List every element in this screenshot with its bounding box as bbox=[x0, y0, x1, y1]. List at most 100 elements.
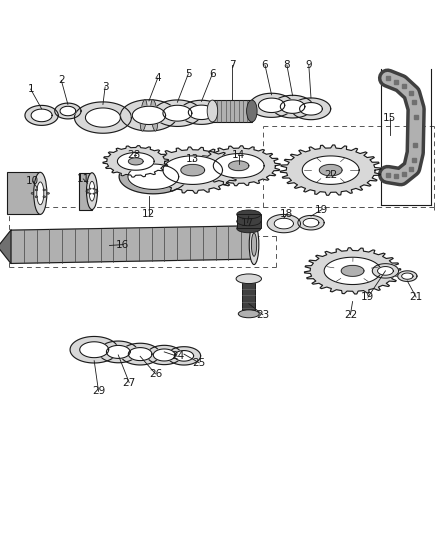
Polygon shape bbox=[145, 147, 241, 193]
Polygon shape bbox=[229, 161, 249, 171]
Polygon shape bbox=[372, 264, 399, 278]
Ellipse shape bbox=[237, 217, 261, 226]
Text: 13: 13 bbox=[186, 154, 199, 164]
Text: 14: 14 bbox=[232, 150, 245, 160]
Polygon shape bbox=[153, 100, 201, 126]
Polygon shape bbox=[188, 105, 215, 119]
Ellipse shape bbox=[43, 189, 46, 191]
Ellipse shape bbox=[89, 181, 95, 201]
Text: 22: 22 bbox=[344, 310, 357, 320]
Polygon shape bbox=[119, 159, 187, 194]
Ellipse shape bbox=[43, 196, 46, 198]
Polygon shape bbox=[128, 348, 152, 361]
Polygon shape bbox=[120, 100, 177, 131]
Ellipse shape bbox=[249, 224, 259, 264]
Text: 6: 6 bbox=[209, 69, 216, 79]
Polygon shape bbox=[303, 219, 319, 227]
Polygon shape bbox=[213, 154, 264, 178]
Text: 10: 10 bbox=[26, 176, 39, 186]
Polygon shape bbox=[272, 95, 313, 118]
Text: 9: 9 bbox=[305, 60, 312, 70]
Ellipse shape bbox=[89, 188, 91, 189]
Polygon shape bbox=[128, 158, 143, 165]
Polygon shape bbox=[153, 349, 175, 361]
Text: 15: 15 bbox=[383, 112, 396, 123]
Polygon shape bbox=[74, 102, 131, 133]
Polygon shape bbox=[117, 152, 154, 170]
Ellipse shape bbox=[87, 192, 88, 193]
Text: 26: 26 bbox=[149, 369, 162, 379]
Bar bbox=[212, 100, 252, 122]
Text: 22: 22 bbox=[324, 169, 337, 180]
Polygon shape bbox=[55, 103, 81, 119]
Text: 1: 1 bbox=[27, 84, 34, 94]
Polygon shape bbox=[258, 98, 285, 112]
Ellipse shape bbox=[140, 100, 147, 131]
Ellipse shape bbox=[87, 189, 88, 190]
Polygon shape bbox=[304, 248, 401, 294]
Polygon shape bbox=[280, 100, 305, 114]
Polygon shape bbox=[99, 341, 138, 363]
Polygon shape bbox=[163, 156, 223, 184]
Ellipse shape bbox=[151, 100, 158, 131]
Ellipse shape bbox=[95, 189, 97, 190]
Ellipse shape bbox=[37, 182, 44, 205]
Polygon shape bbox=[60, 106, 76, 116]
Polygon shape bbox=[120, 343, 160, 365]
Ellipse shape bbox=[237, 224, 261, 233]
Bar bbox=[237, 214, 261, 221]
Polygon shape bbox=[11, 226, 254, 263]
Polygon shape bbox=[163, 105, 192, 121]
Polygon shape bbox=[378, 266, 393, 275]
Ellipse shape bbox=[87, 173, 97, 209]
Polygon shape bbox=[319, 165, 342, 176]
Ellipse shape bbox=[35, 196, 38, 198]
Polygon shape bbox=[128, 164, 179, 189]
Polygon shape bbox=[274, 219, 293, 229]
Ellipse shape bbox=[236, 274, 261, 284]
Text: 7: 7 bbox=[229, 60, 236, 70]
Bar bbox=[242, 279, 255, 314]
Text: 5: 5 bbox=[185, 69, 192, 79]
Text: 4: 4 bbox=[154, 73, 161, 83]
Polygon shape bbox=[147, 345, 182, 365]
Bar bbox=[79, 173, 92, 209]
Polygon shape bbox=[291, 98, 331, 119]
Polygon shape bbox=[300, 102, 322, 115]
Text: 16: 16 bbox=[116, 240, 129, 249]
Text: 6: 6 bbox=[261, 60, 268, 70]
Text: 18: 18 bbox=[280, 209, 293, 219]
Polygon shape bbox=[70, 336, 118, 363]
Ellipse shape bbox=[86, 190, 88, 192]
Ellipse shape bbox=[207, 100, 218, 122]
Ellipse shape bbox=[93, 188, 95, 189]
Polygon shape bbox=[181, 164, 205, 176]
Ellipse shape bbox=[247, 100, 257, 122]
Text: 25: 25 bbox=[193, 358, 206, 368]
Ellipse shape bbox=[31, 192, 34, 194]
Polygon shape bbox=[132, 106, 166, 125]
Ellipse shape bbox=[238, 310, 259, 318]
Polygon shape bbox=[267, 214, 300, 233]
Text: 21: 21 bbox=[410, 292, 423, 302]
Bar bbox=[237, 214, 261, 229]
Polygon shape bbox=[402, 273, 413, 279]
Text: 12: 12 bbox=[142, 209, 155, 219]
Polygon shape bbox=[298, 215, 324, 230]
Polygon shape bbox=[25, 106, 58, 125]
Polygon shape bbox=[85, 108, 120, 127]
Polygon shape bbox=[174, 351, 194, 361]
Text: 28: 28 bbox=[127, 150, 140, 160]
Polygon shape bbox=[106, 345, 130, 358]
Ellipse shape bbox=[89, 193, 91, 195]
Polygon shape bbox=[302, 156, 359, 184]
Polygon shape bbox=[180, 100, 223, 124]
Text: 19: 19 bbox=[361, 292, 374, 302]
Text: 2: 2 bbox=[58, 75, 65, 85]
Ellipse shape bbox=[35, 189, 38, 191]
Polygon shape bbox=[324, 257, 381, 285]
Text: 27: 27 bbox=[123, 377, 136, 387]
Text: 19: 19 bbox=[315, 205, 328, 215]
Ellipse shape bbox=[34, 172, 47, 214]
Polygon shape bbox=[197, 146, 280, 185]
